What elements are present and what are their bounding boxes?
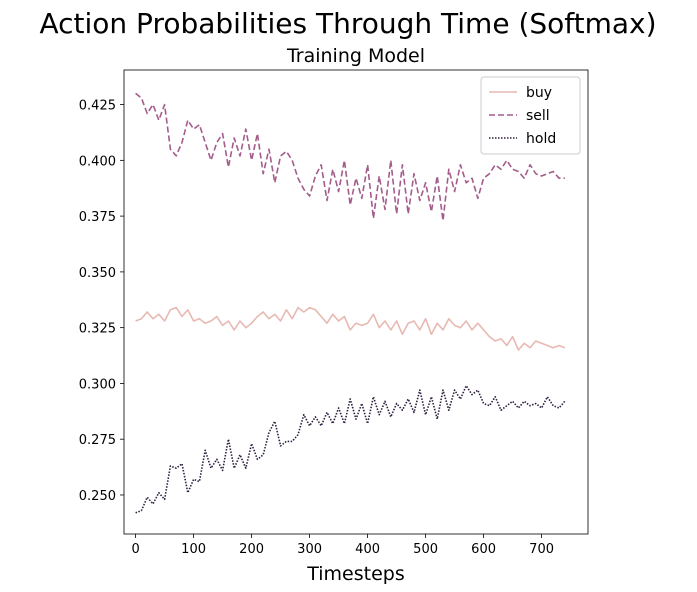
series-layer — [135, 92, 566, 514]
x-axis: 0 100 200 300 400 500 600 700 — [131, 534, 554, 557]
y-tick-label: 0.250 — [79, 489, 116, 504]
figure-title: Action Probabilities Through Time (Softm… — [39, 7, 656, 40]
series-line-sell — [135, 92, 565, 222]
x-axis-label: Timesteps — [306, 563, 405, 585]
x-tick-label: 500 — [413, 542, 438, 557]
y-tick-label: 0.400 — [79, 154, 116, 169]
x-tick-label: 300 — [297, 542, 322, 557]
y-tick-label: 0.350 — [79, 266, 116, 281]
series-line-buy — [135, 306, 566, 351]
legend-frame — [480, 76, 581, 155]
legend: buy sell hold — [480, 76, 581, 155]
y-tick-label: 0.425 — [79, 99, 116, 114]
y-tick-label: 0.275 — [79, 433, 116, 448]
x-tick-label: 200 — [239, 542, 264, 557]
series-line-hold — [135, 384, 566, 514]
x-tick-label: 100 — [181, 542, 206, 557]
x-tick-label: 600 — [471, 542, 496, 557]
y-tick-label: 0.325 — [79, 322, 116, 337]
x-tick-label: 400 — [355, 542, 380, 557]
y-axis: 0.250 0.275 0.300 0.325 0.350 0.375 0.400 0.425 — [79, 99, 124, 504]
plot-frame — [123, 69, 589, 535]
x-tick-label: 700 — [529, 542, 554, 557]
x-tick-label: 0 — [131, 542, 139, 557]
legend-label-buy: buy — [526, 85, 552, 101]
legend-label-hold: hold — [526, 131, 556, 147]
chart-title: Training Model — [286, 45, 425, 67]
y-tick-label: 0.375 — [79, 210, 116, 225]
legend-label-sell: sell — [526, 108, 550, 124]
y-tick-label: 0.300 — [79, 377, 116, 392]
